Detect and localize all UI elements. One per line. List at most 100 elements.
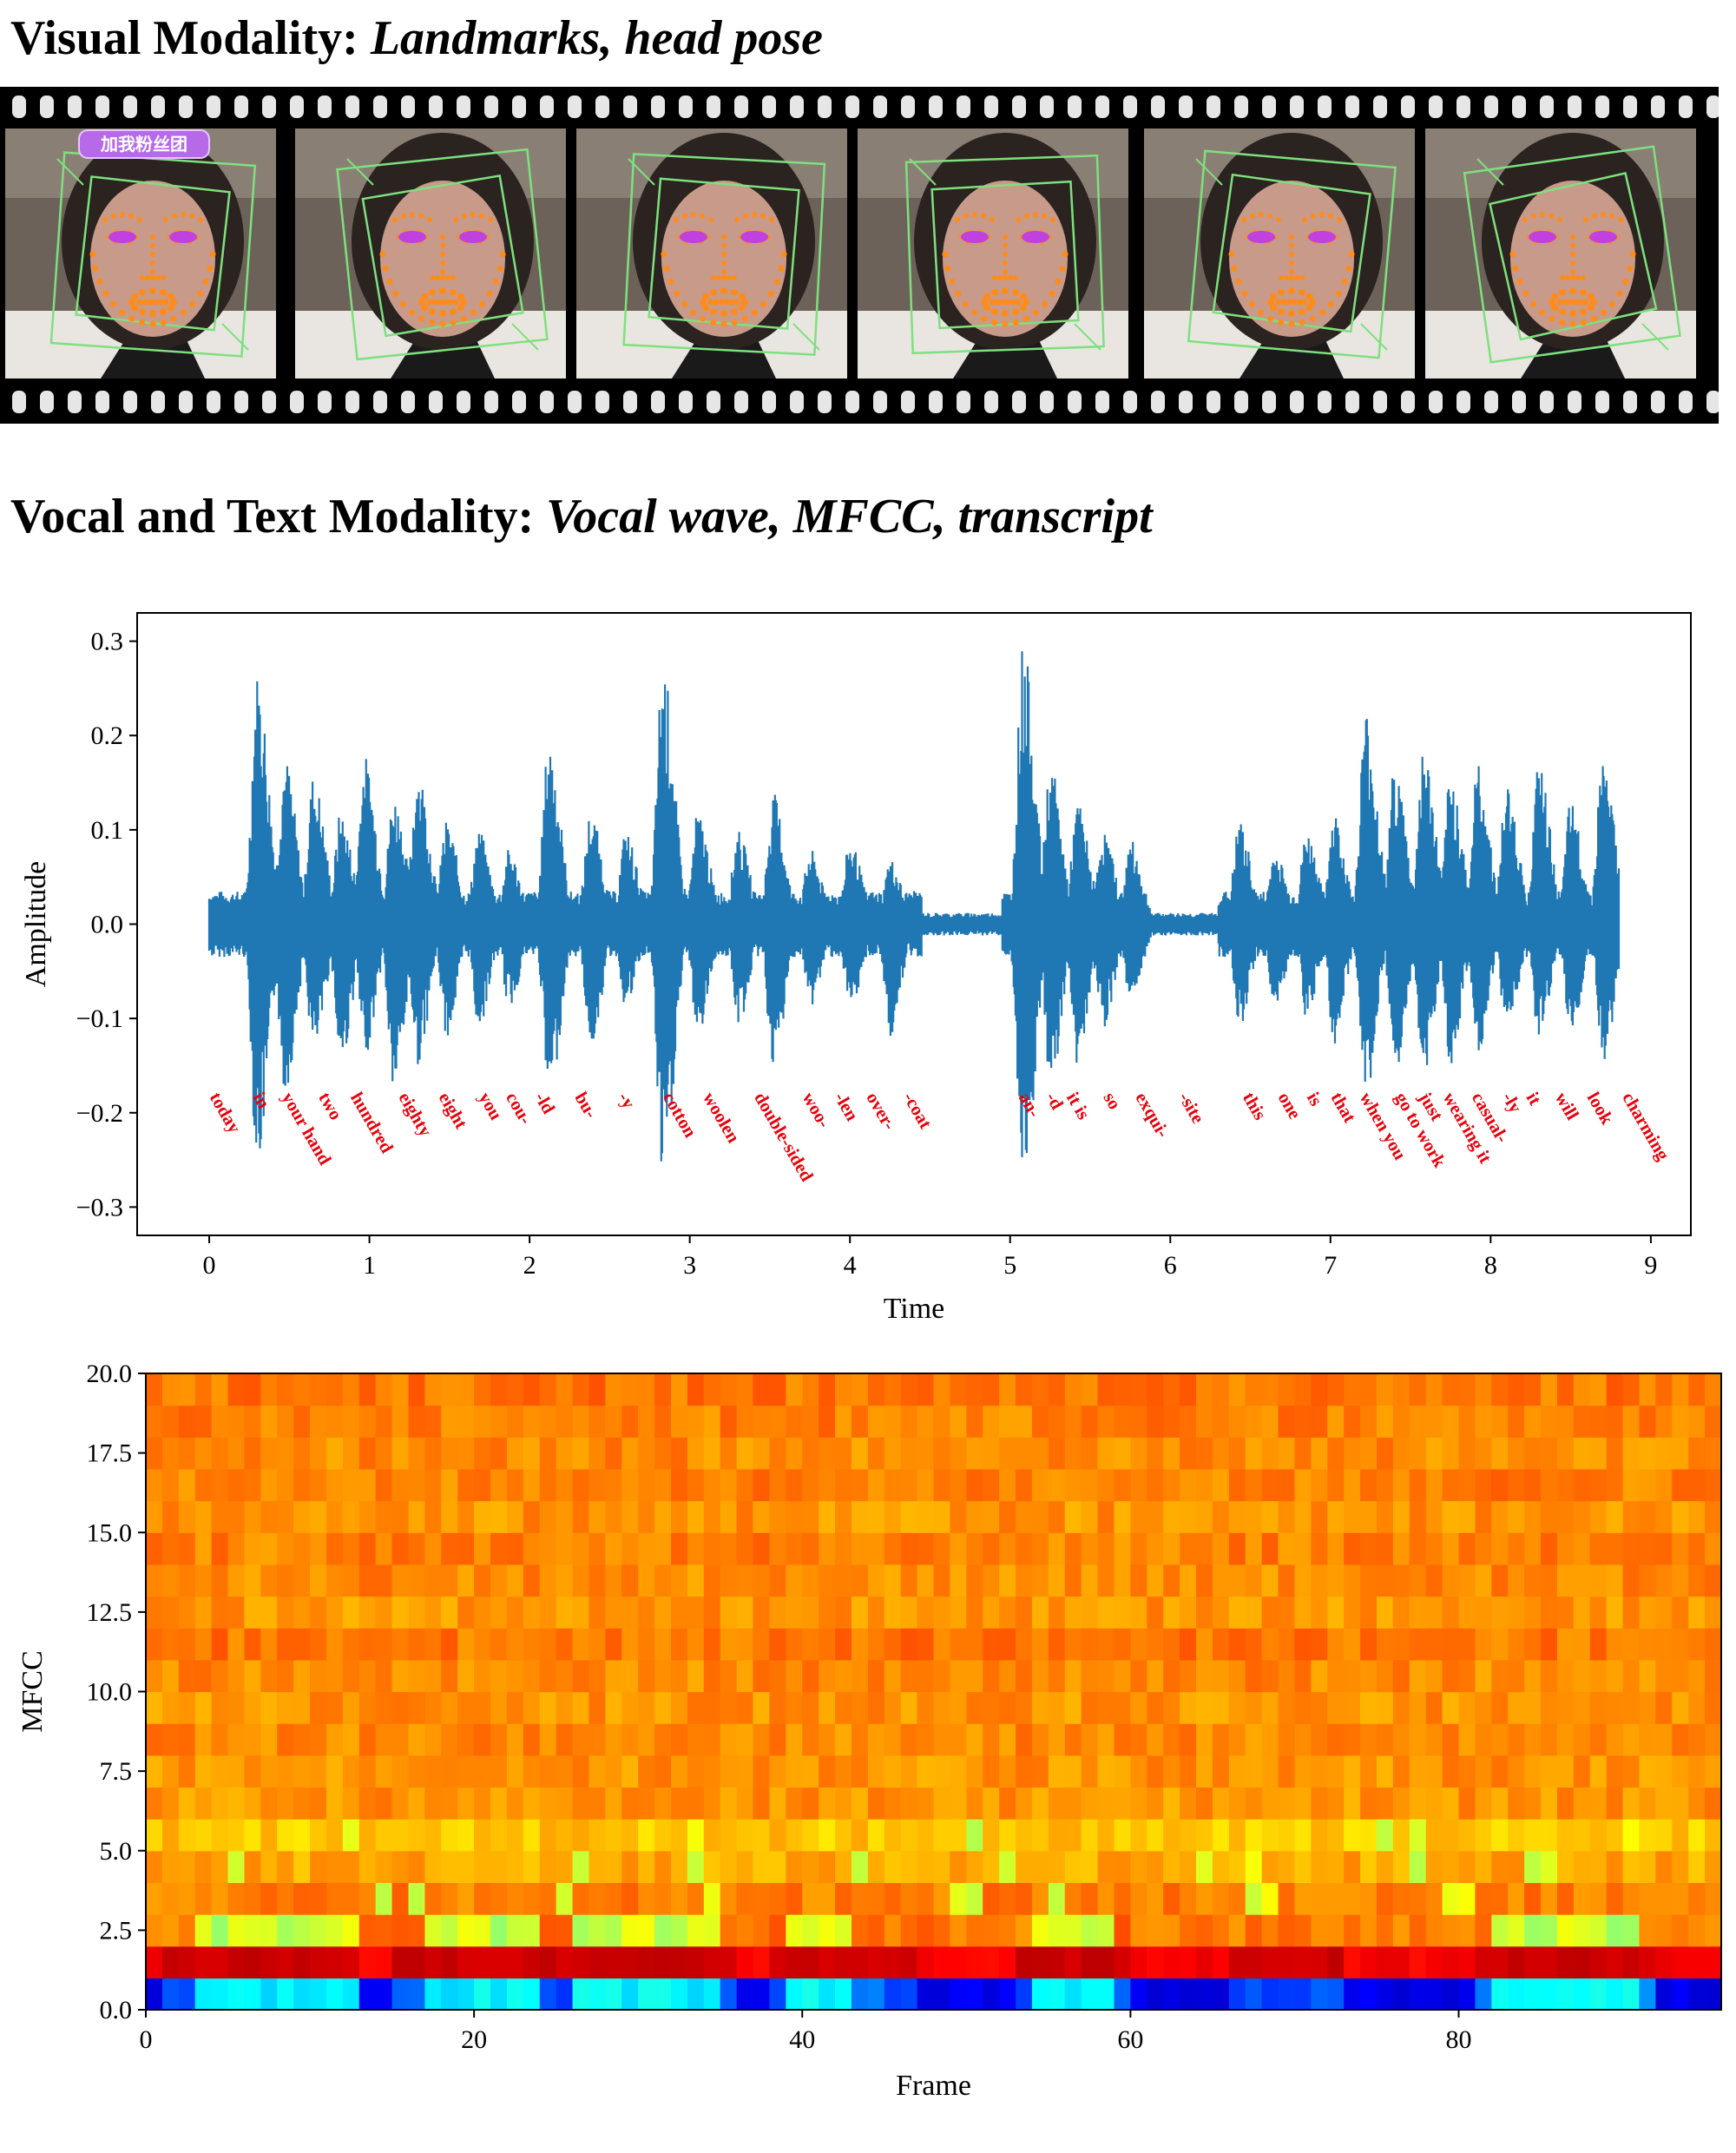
mfcc-cell <box>358 1882 377 1915</box>
mfcc-cell <box>1606 1532 1624 1565</box>
mfcc-cell <box>1392 1500 1410 1533</box>
mfcc-cell <box>1031 1850 1049 1883</box>
mfcc-cell <box>244 1564 261 1597</box>
mfcc-cell <box>146 1755 163 1788</box>
mfcc-cell <box>966 1946 983 1979</box>
transcript-word: that <box>1326 1089 1360 1126</box>
mfcc-cell <box>1147 1787 1164 1820</box>
mfcc-cell <box>1458 1628 1476 1661</box>
mfcc-cell <box>589 1946 606 1979</box>
mfcc-cell <box>1458 1437 1476 1470</box>
mfcc-cell <box>786 1405 803 1438</box>
mfcc-cell <box>819 1787 836 1820</box>
mfcc-cell <box>194 1659 213 1693</box>
mfcc-cell <box>1442 1659 1460 1693</box>
mfcc-cell <box>1016 1755 1033 1788</box>
mfcc-cell <box>260 1500 278 1533</box>
mfcc-cell <box>654 1755 672 1788</box>
mfcc-cell <box>474 1691 491 1724</box>
mfcc-cell <box>441 1914 458 1947</box>
mfcc-cell <box>786 1532 803 1565</box>
mfcc-cell <box>391 1373 410 1406</box>
mfcc-cell <box>1589 1978 1608 2011</box>
mfcc-cell <box>1360 1819 1378 1852</box>
mfcc-cell <box>1261 1978 1279 2011</box>
mfcc-cell <box>605 1882 622 1915</box>
mfcc-cell <box>999 1978 1016 2011</box>
mfcc-cell <box>1130 1468 1147 1502</box>
mfcc-cell <box>851 1373 869 1406</box>
mfcc-cell <box>1097 1659 1115 1693</box>
mfcc-cell <box>1639 1914 1656 1947</box>
mfcc-cell <box>342 1373 360 1406</box>
mfcc-cell <box>277 1850 294 1883</box>
mfcc-cell <box>1097 1946 1115 1979</box>
mfcc-cell <box>1327 1596 1345 1629</box>
mfcc-cell <box>605 1659 622 1693</box>
mfcc-cell <box>819 1564 836 1597</box>
mfcc-cell <box>227 1723 246 1756</box>
mfcc-cell <box>1327 1914 1345 1947</box>
mfcc-cell <box>1081 1628 1099 1661</box>
mfcc-cell <box>736 1373 754 1406</box>
mfcc-cell <box>933 1978 951 2011</box>
mfcc-cell <box>851 1564 869 1597</box>
mfcc-cell <box>375 1787 393 1820</box>
mfcc-cell <box>867 1500 885 1533</box>
sprocket-hole <box>1457 95 1470 118</box>
mfcc-cell <box>375 1723 393 1756</box>
mfcc-cell <box>884 1819 902 1852</box>
mfcc-cell <box>1081 1532 1099 1565</box>
mfcc-cell <box>244 1373 261 1406</box>
mfcc-cell <box>1491 1787 1509 1820</box>
mfcc-cell <box>1622 1819 1641 1852</box>
mfcc-cell <box>1081 1659 1099 1693</box>
mfcc-cell <box>621 1691 639 1724</box>
mfcc-cell <box>1409 1437 1427 1470</box>
mfcc-cell <box>1130 1914 1147 1947</box>
sprocket-hole <box>429 391 443 413</box>
mfcc-cell <box>457 1755 475 1788</box>
sprocket-hole <box>957 95 970 118</box>
mfcc-cell <box>1409 1723 1427 1756</box>
mfcc-cell <box>310 1596 327 1629</box>
transcript-word: -y <box>614 1089 640 1113</box>
mfcc-cell <box>671 1946 688 1979</box>
sprocket-hole <box>1207 95 1220 118</box>
mfcc-cell <box>950 1405 967 1438</box>
mfcc-cell <box>621 1437 639 1470</box>
mfcc-cell <box>408 1850 426 1883</box>
sprocket-hole <box>1373 95 1387 118</box>
mfcc-cell <box>1409 1628 1427 1661</box>
mfcc-cell <box>1705 1914 1722 1947</box>
mfcc-cell <box>490 1659 508 1693</box>
mfcc-cell <box>375 1532 393 1565</box>
mfcc-cell <box>1442 1882 1460 1915</box>
sprocket-hole <box>12 391 26 413</box>
mfcc-cell <box>1163 1564 1180 1597</box>
mfcc-cell <box>884 1437 902 1470</box>
mfcc-cell <box>408 1914 426 1947</box>
mfcc-cell <box>1360 1914 1378 1947</box>
mfcc-cell <box>1360 1628 1378 1661</box>
mfcc-cell <box>523 1373 541 1406</box>
mfcc-cell <box>1180 1659 1197 1693</box>
head-pose-box-inner <box>930 180 1080 330</box>
mfcc-cell <box>391 1405 410 1438</box>
mfcc-cell <box>310 1659 327 1693</box>
mfcc-cell <box>1409 1787 1427 1820</box>
mfcc-cell <box>326 1405 344 1438</box>
mfcc-cell <box>194 1946 213 1979</box>
mfcc-cell <box>999 1659 1016 1693</box>
mfcc-cell <box>1442 1437 1460 1470</box>
mfcc-cell <box>1097 1532 1115 1565</box>
mfcc-cell <box>1130 1882 1147 1915</box>
mfcc-cell <box>474 1882 491 1915</box>
mfcc-cell <box>835 1978 852 2011</box>
mfcc-cell <box>983 1946 1000 1979</box>
mfcc-cell <box>1573 1659 1591 1693</box>
mfcc-cell <box>310 1946 327 1979</box>
mfcc-cell <box>211 1532 229 1565</box>
transcript-word: two <box>314 1089 346 1123</box>
mfcc-cell <box>146 1882 163 1915</box>
